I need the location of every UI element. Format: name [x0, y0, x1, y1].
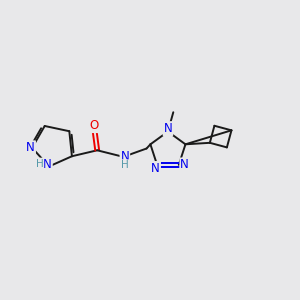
- Text: N: N: [43, 158, 52, 172]
- Text: O: O: [90, 119, 99, 132]
- Text: N: N: [151, 162, 160, 175]
- Text: H: H: [36, 158, 43, 169]
- Text: N: N: [164, 122, 172, 135]
- Text: N: N: [121, 150, 129, 163]
- Text: N: N: [26, 141, 35, 154]
- Text: N: N: [180, 158, 189, 171]
- Text: H: H: [121, 160, 129, 170]
